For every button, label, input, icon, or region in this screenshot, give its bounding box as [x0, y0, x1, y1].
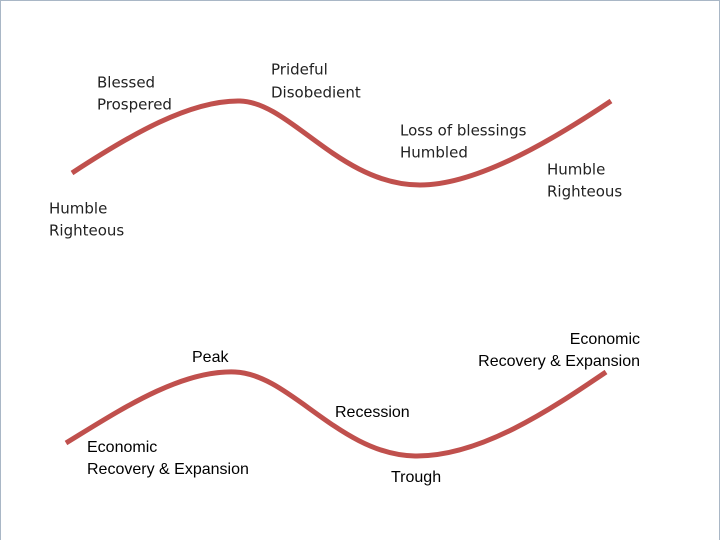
label: Recovery & Expansion	[87, 461, 249, 478]
label: Prideful	[271, 61, 328, 79]
label: Loss of blessings	[400, 122, 527, 140]
label: Blessed	[97, 74, 155, 92]
label: Disobedient	[271, 84, 361, 102]
business-cycle: Economic Recovery & Expansion Peak Reces…	[64, 331, 640, 486]
label: Prospered	[97, 96, 172, 114]
label: Humble	[547, 161, 605, 179]
business-cycle-curve	[64, 369, 608, 459]
label: Economic	[570, 331, 640, 348]
label: Righteous	[49, 222, 124, 240]
label: Economic	[87, 439, 157, 456]
label: Humble	[49, 200, 107, 218]
label: Trough	[391, 469, 441, 486]
label: Righteous	[547, 183, 622, 201]
label: Recovery & Expansion	[478, 353, 640, 370]
pride-cycle: Humble Righteous Blessed Prospered Pride…	[49, 61, 622, 240]
pride-cycle-curve	[70, 98, 613, 188]
label: Peak	[192, 349, 229, 366]
label: Humbled	[400, 144, 468, 162]
label: Recession	[335, 404, 410, 421]
